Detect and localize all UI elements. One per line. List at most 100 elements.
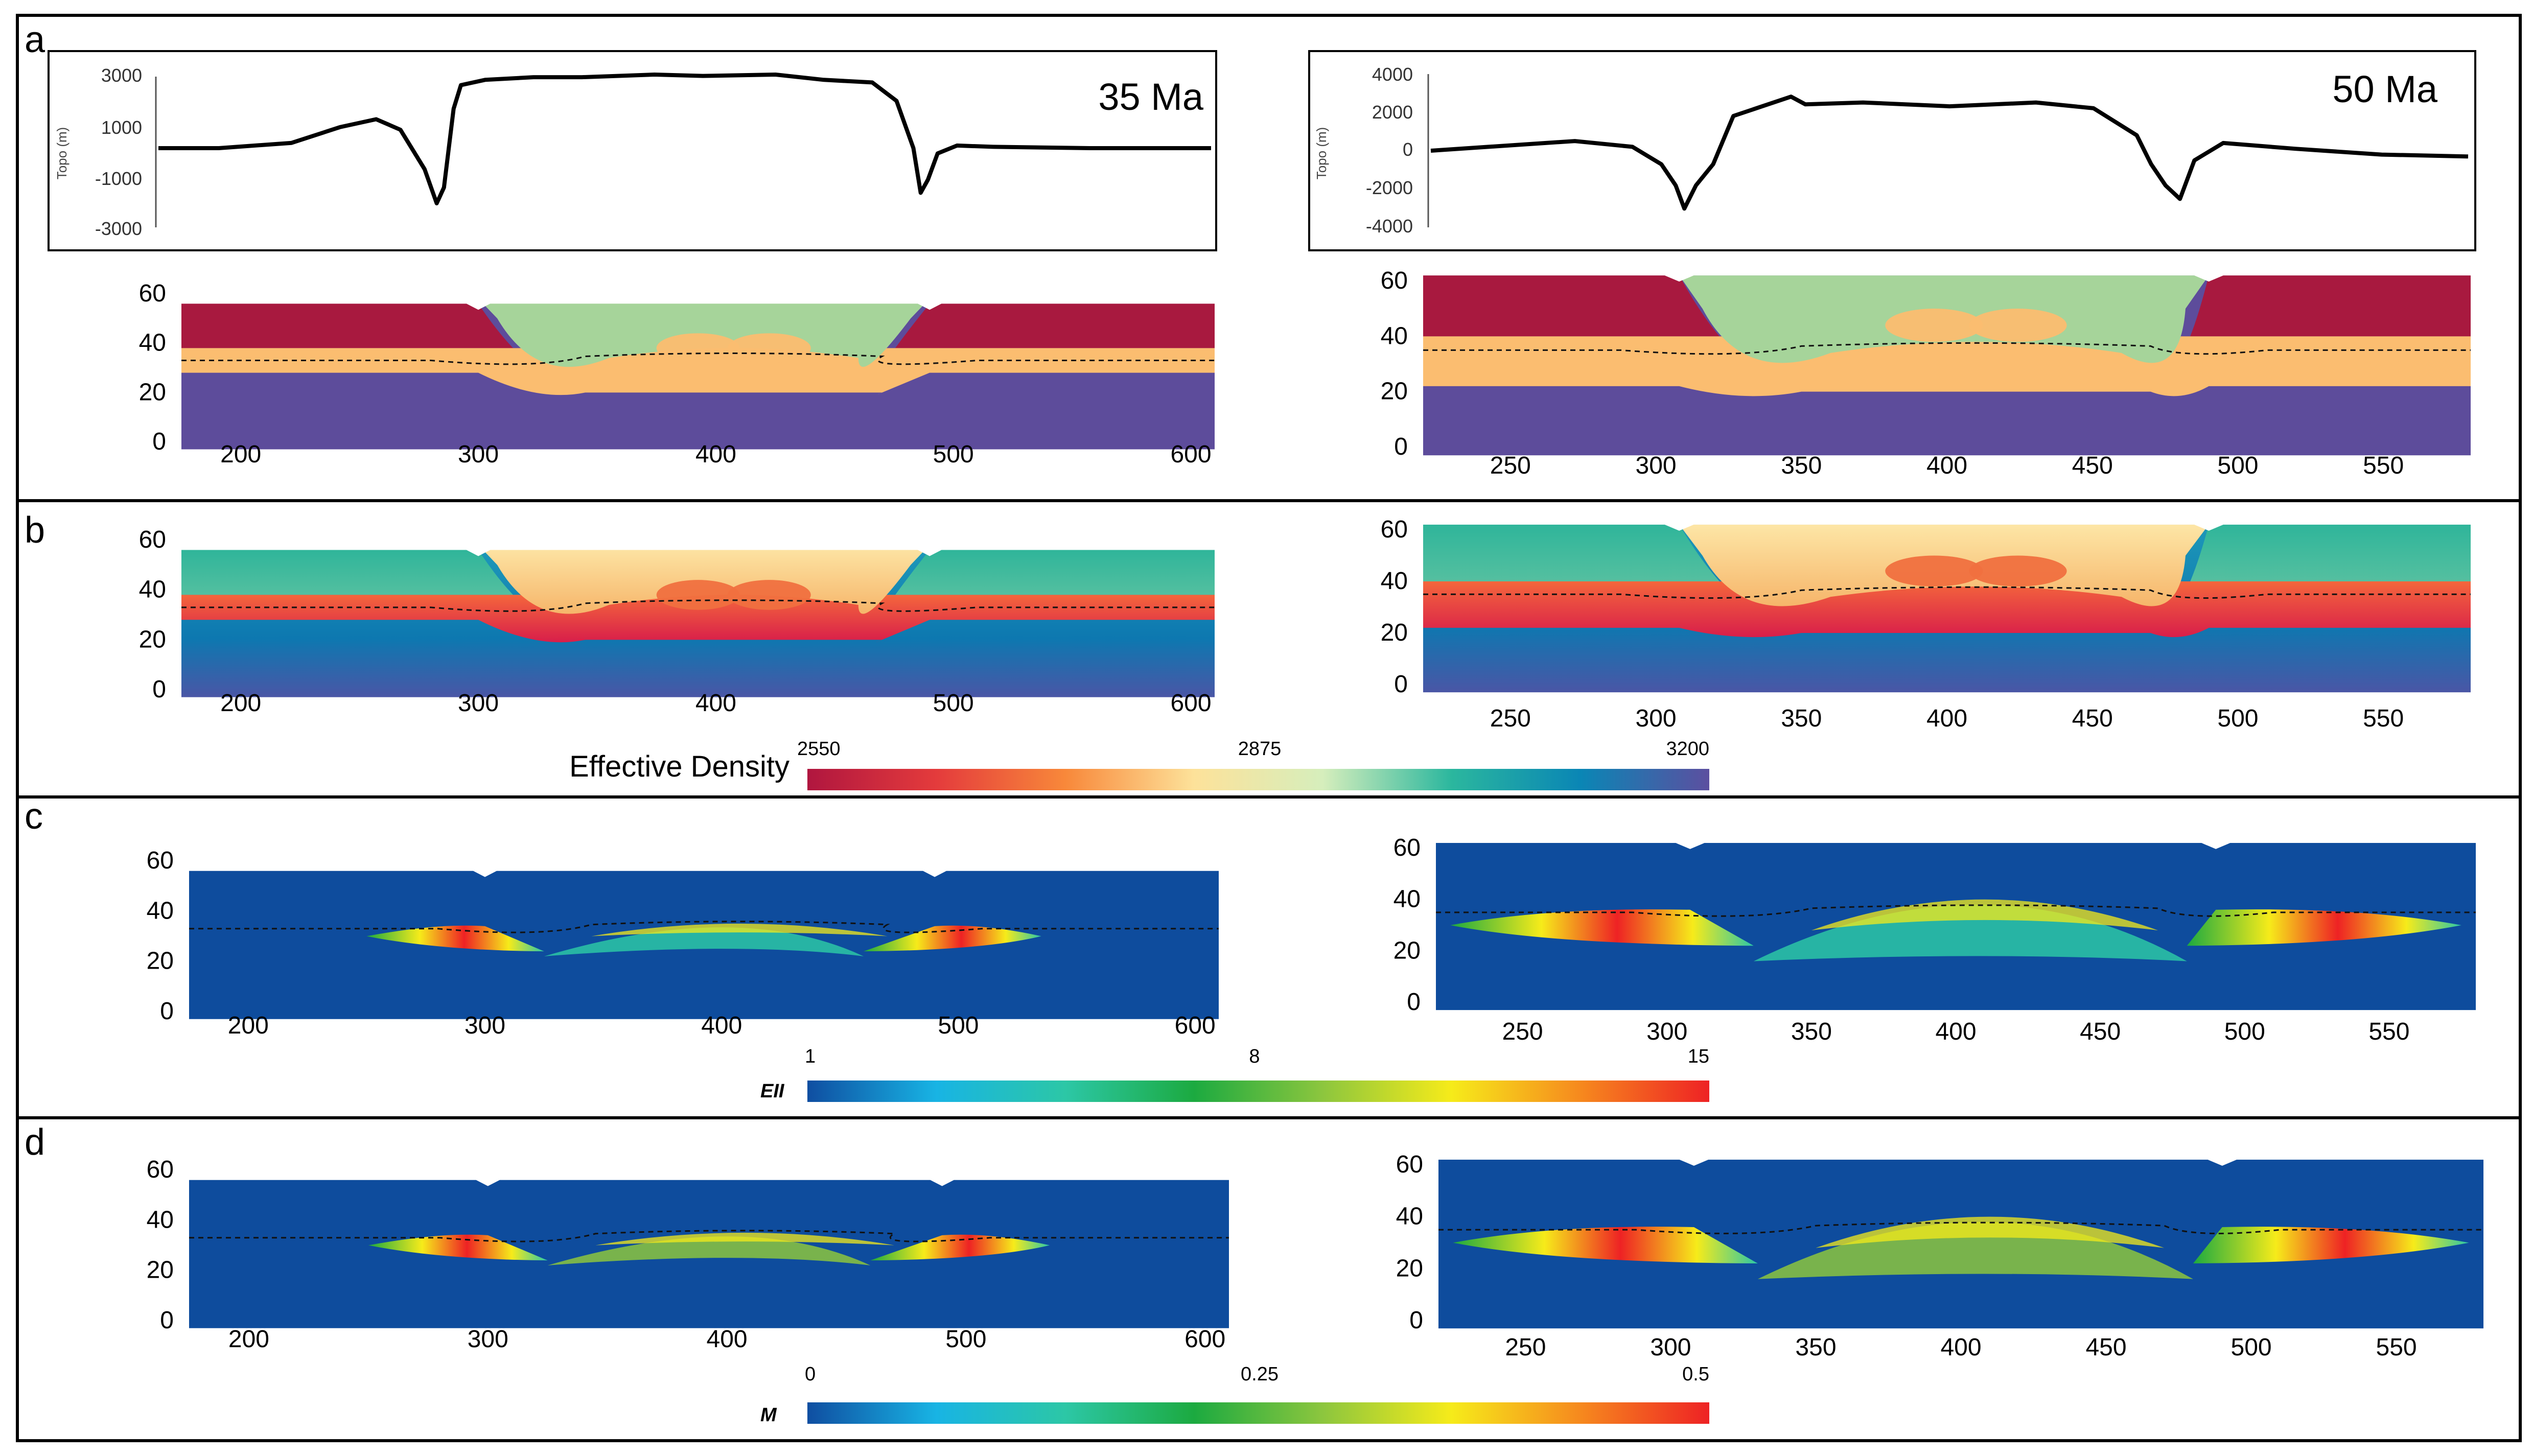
- section-xtick-label: 600: [1170, 441, 1211, 468]
- section-xtick-label: 200: [220, 441, 261, 468]
- topo-ylabel-50ma: Topo (m): [1314, 127, 1329, 180]
- section-ytick-label: 20: [147, 948, 174, 975]
- section-xtick-label: 450: [2080, 1018, 2121, 1045]
- crustal-pod: [1885, 555, 1983, 587]
- colorbar-tick-label: 2875: [1238, 738, 1282, 760]
- reference-dashed-line: [189, 1230, 1229, 1242]
- topo-ytick-label: 2000: [1372, 102, 1413, 123]
- section-xtick-label: 350: [1795, 1334, 1836, 1361]
- topo-ytick-label: -1000: [95, 168, 142, 189]
- section-ytick-label: 60: [139, 280, 166, 307]
- section-xtick-label: 500: [945, 1326, 986, 1353]
- section-ytick-label: 60: [147, 847, 174, 874]
- colorbar-tick-label: 3200: [1666, 738, 1709, 760]
- section-ytick-label: 40: [1381, 568, 1408, 595]
- section-ytick-label: 0: [1407, 989, 1421, 1016]
- section-ytick-label: 20: [1393, 937, 1421, 964]
- section-xtick-label: 350: [1781, 705, 1822, 732]
- section-ytick-label: 20: [1396, 1255, 1423, 1282]
- section-ytick-label: 20: [139, 379, 166, 406]
- age-label-50ma: 50 Ma: [2332, 68, 2438, 110]
- colorbar-title-eii: EII: [760, 1081, 785, 1102]
- colorbar-tick-label: 2550: [797, 738, 841, 760]
- topo-line-35ma: [158, 73, 1211, 205]
- topo-ytick-label: 3000: [101, 65, 142, 86]
- section-xtick-label: 400: [1926, 705, 1967, 732]
- reference-dashed-line: [181, 353, 1215, 365]
- section-ytick-label: 0: [160, 1307, 174, 1334]
- crustal-pod: [656, 580, 740, 610]
- section-ytick-label: 0: [1409, 1307, 1423, 1334]
- section-xtick-label: 550: [2368, 1018, 2409, 1045]
- section-ytick-label: 40: [147, 1206, 174, 1233]
- field-anomaly-right: [864, 925, 1041, 952]
- surface-mask: [1423, 255, 2471, 282]
- field-anomaly-left: [366, 925, 544, 952]
- colorbar-bar-m: [807, 1402, 1709, 1424]
- field-anomaly-core: [1811, 899, 2158, 931]
- field-anomaly-right: [2193, 1227, 2469, 1263]
- section-xtick-label: 500: [2217, 452, 2258, 479]
- colorbar-bar-density: [807, 769, 1709, 790]
- section-ytick-label: 20: [1381, 378, 1408, 405]
- section-ytick-label: 0: [160, 998, 174, 1025]
- colorbar-tick-label: 0: [805, 1364, 816, 1385]
- section-xtick-label: 300: [1650, 1334, 1691, 1361]
- section-xtick-label: 250: [1490, 452, 1531, 479]
- lower-crust: [1423, 581, 2471, 638]
- reference-dashed-line: [1436, 904, 2476, 917]
- topo-ytick-label: 0: [1403, 139, 1413, 160]
- topo-frame-35ma: [48, 50, 1217, 251]
- panel-label-a: a: [25, 19, 45, 60]
- field-anomaly-left: [368, 1234, 548, 1261]
- section-xtick-label: 550: [2376, 1334, 2417, 1361]
- field-anomaly-left: [1450, 909, 1754, 946]
- section-xtick-label: 600: [1184, 1326, 1225, 1353]
- lower-crust: [181, 595, 1215, 643]
- section-xtick-label: 450: [2072, 705, 2113, 732]
- reference-dashed-line: [1423, 342, 2471, 355]
- crustal-pod: [1969, 555, 2067, 587]
- surface-mask: [189, 1159, 1229, 1186]
- colorbar-title-m: M: [760, 1404, 777, 1426]
- section-xtick-label: 200: [220, 690, 261, 717]
- surface-mask: [181, 529, 1215, 556]
- surface-mask: [1436, 822, 2476, 849]
- field-anomaly-right: [2187, 909, 2461, 946]
- section-xtick-label: 250: [1502, 1018, 1543, 1045]
- colorbar-tick-label: 0.25: [1241, 1364, 1279, 1385]
- topo-plot-50ma: Topo (m) 4000 2000 0 -2000 -4000 50 Ma: [1308, 50, 2476, 251]
- topo-ytick-label: -4000: [1366, 216, 1413, 237]
- section-xtick-label: 400: [1926, 452, 1967, 479]
- crustal-pod: [728, 333, 811, 363]
- section-ytick-label: 0: [152, 676, 166, 703]
- field-anomaly-right: [870, 1234, 1050, 1261]
- colorbar-tick-label: 1: [805, 1046, 816, 1067]
- topo-ytick-label: -3000: [95, 218, 142, 239]
- section-xtick-label: 300: [468, 1326, 508, 1353]
- surface-mask: [181, 283, 1215, 310]
- section-ytick-label: 20: [1381, 619, 1408, 646]
- basin-fill: [478, 298, 930, 367]
- section-xtick-label: 500: [2231, 1334, 2272, 1361]
- section-xtick-label: 450: [2072, 452, 2113, 479]
- crustal-pod: [1969, 309, 2067, 342]
- colorbar-density: Effective Density 2550 2875 3200: [569, 738, 1709, 790]
- section-xtick-label: 500: [2217, 705, 2258, 732]
- topo-ytick-label: 4000: [1372, 64, 1413, 85]
- field-anomaly-core: [595, 1232, 895, 1246]
- surface-mask: [1423, 504, 2471, 531]
- section-xtick-label: 300: [1636, 452, 1677, 479]
- colorbar-tick-label: 15: [1688, 1046, 1709, 1067]
- section-ytick-label: 60: [1393, 834, 1421, 861]
- colorbar-eii: EII 1 8 15: [760, 1046, 1709, 1102]
- section-ytick-label: 40: [147, 897, 174, 924]
- age-label-35ma: 35 Ma: [1098, 76, 1204, 118]
- section-xtick-label: 500: [938, 1012, 979, 1039]
- panel-label-b: b: [25, 510, 45, 551]
- section-ytick-label: 20: [147, 1257, 174, 1284]
- colorbar-m: M 0 0.25 0.5: [760, 1364, 1709, 1426]
